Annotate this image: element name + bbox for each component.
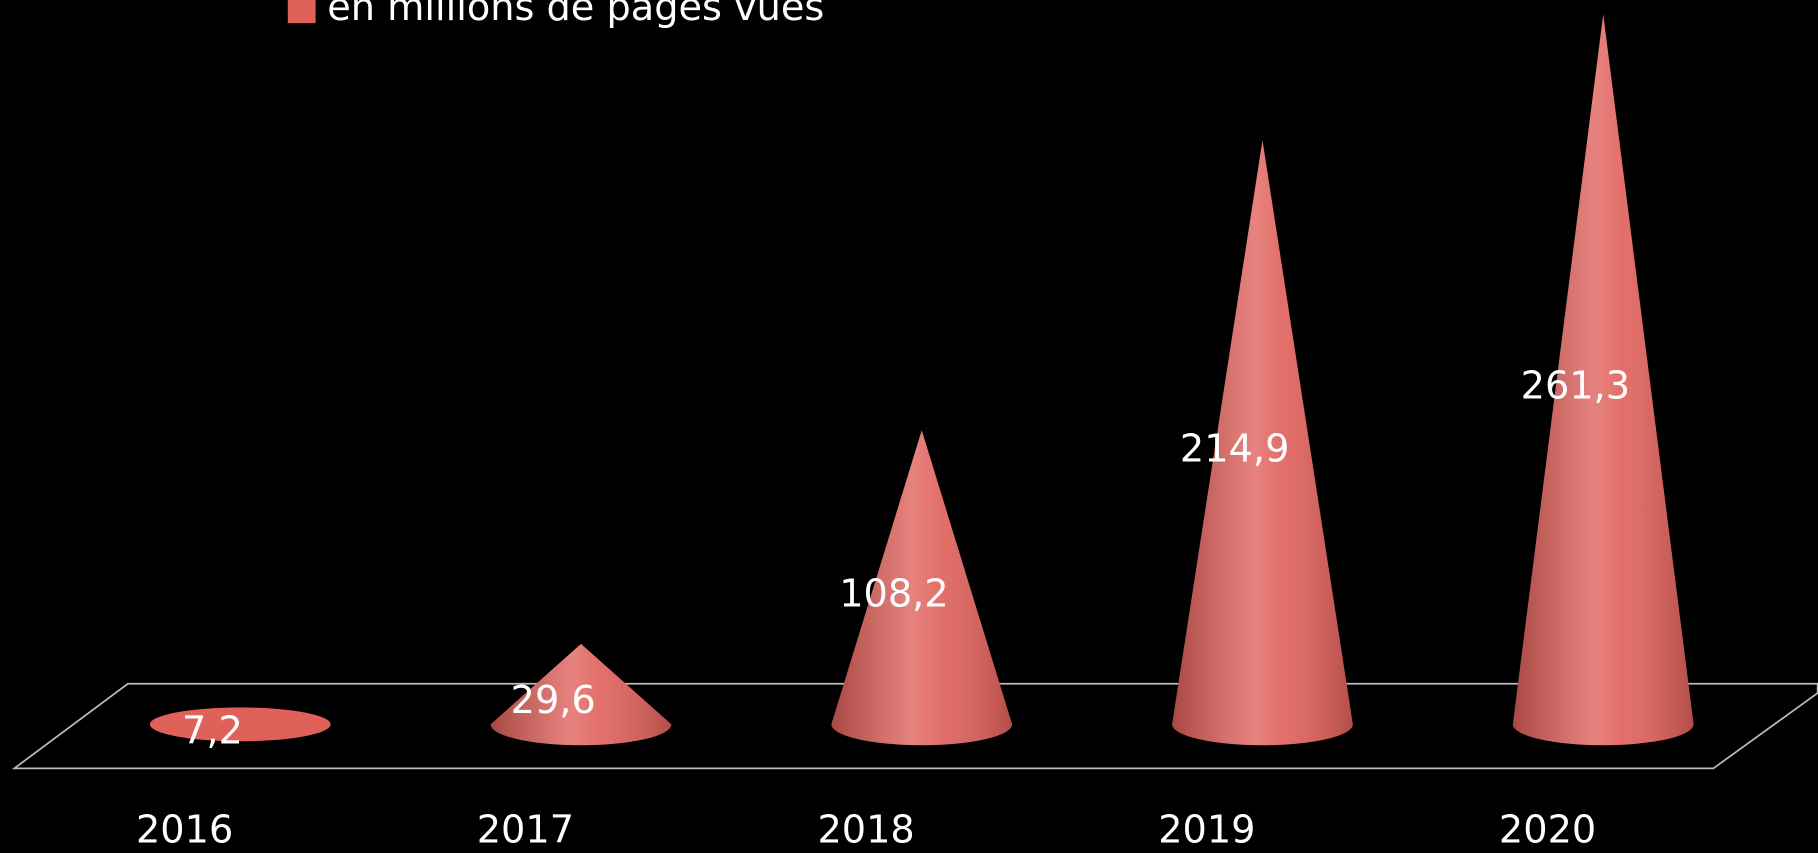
x-tick-label: 2020: [1499, 809, 1596, 853]
cone: [149, 707, 331, 742]
value-label: 261,3: [1521, 364, 1630, 408]
value-label: 7,2: [182, 710, 243, 754]
value-label: 214,9: [1180, 427, 1289, 471]
x-tick-label: 2017: [477, 809, 574, 853]
x-tick-label: 2019: [1158, 809, 1255, 853]
x-tick-label: 2018: [817, 809, 914, 853]
legend-label: en millions de pages vues: [327, 0, 824, 30]
value-label: 108,2: [839, 572, 948, 616]
legend-swatch: [287, 0, 316, 24]
value-label: 29,6: [511, 679, 596, 723]
x-tick-label: 2016: [136, 809, 233, 853]
